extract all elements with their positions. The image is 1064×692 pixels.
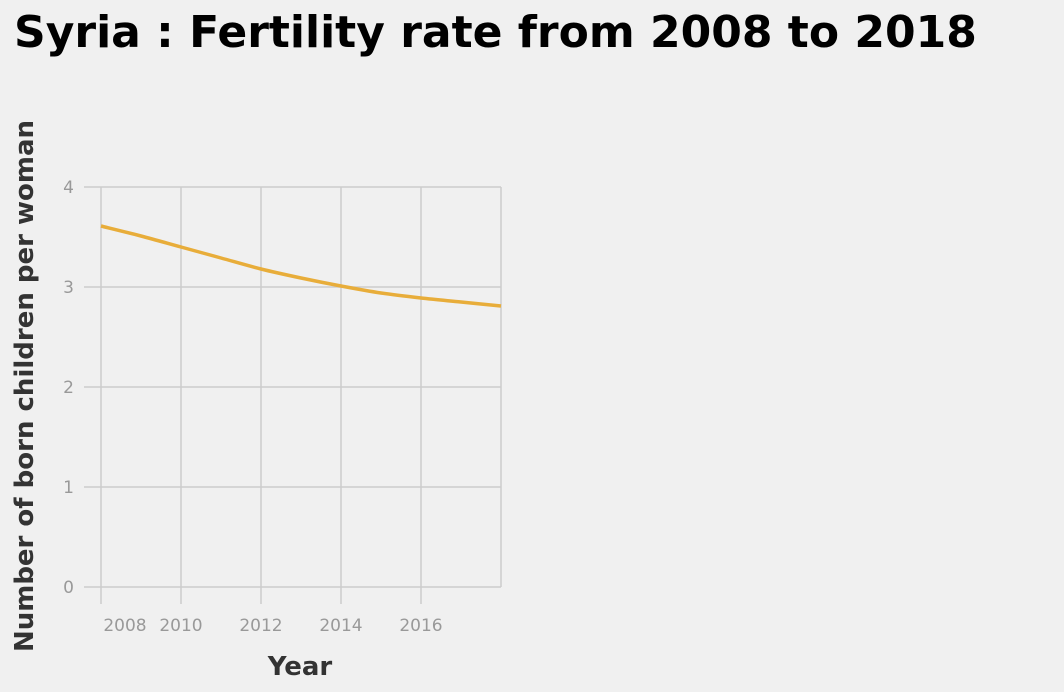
x-tick-label: 2016 [399,616,442,636]
grid [100,186,502,588]
x-axis-label: Year [267,652,333,682]
x-tick-label: 2014 [319,616,362,636]
series-line [100,224,502,308]
x-tick-label: 2010 [159,616,202,636]
chart-title: Syria : Fertility rate from 2008 to 2018 [14,7,977,58]
y-tick-label: 2 [63,378,74,398]
y-tick-label: 4 [63,178,74,198]
y-axis: 0 1 2 3 4 [63,178,101,598]
y-tick-label: 0 [63,578,74,598]
y-tick-label: 3 [63,278,74,298]
y-tick-label: 1 [63,478,74,498]
x-axis: 2008 2010 2012 2014 2016 [100,587,443,636]
series [100,224,502,308]
x-tick-label: 2008 [103,616,146,636]
x-tick-label: 2012 [239,616,282,636]
